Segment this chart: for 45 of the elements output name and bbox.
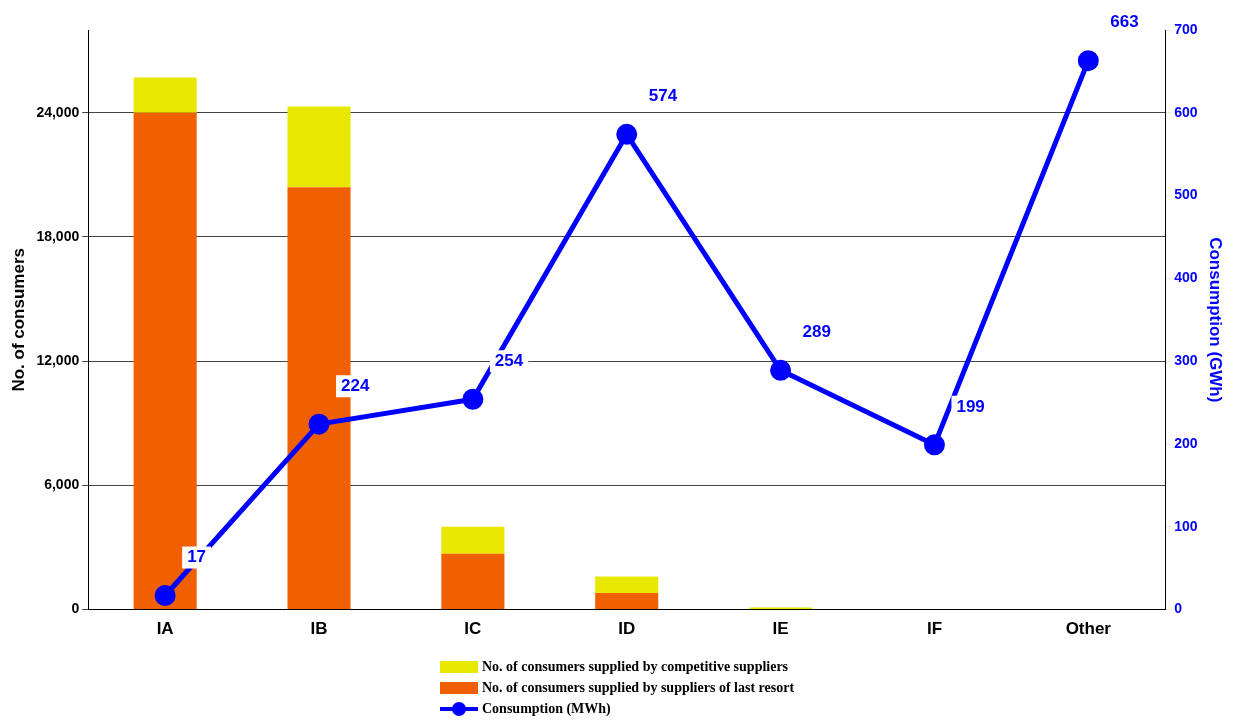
y-tick-label: 24,000 <box>36 103 80 120</box>
point <box>616 123 638 145</box>
y-tick-label: 18,000 <box>36 227 80 244</box>
data-label: 199 <box>956 396 985 416</box>
y-tick-label: 6,000 <box>44 476 80 493</box>
x-tick-label: IE <box>772 619 789 639</box>
data-label: 224 <box>341 375 370 395</box>
bar <box>595 576 659 594</box>
data-label: 574 <box>648 86 678 106</box>
y2-tick-label: 0 <box>1174 600 1183 617</box>
point <box>923 434 945 456</box>
y2-tick-label: 700 <box>1174 20 1198 37</box>
point <box>1077 50 1099 72</box>
y2-tick-label: 300 <box>1174 352 1198 369</box>
data-label: 254 <box>494 350 524 370</box>
legend-label: Consumption (MWh) <box>482 700 611 717</box>
y2-tick-label: 400 <box>1174 269 1198 286</box>
x-tick-label: Other <box>1065 619 1112 639</box>
y2-tick-label: 600 <box>1174 103 1198 120</box>
y2-tick-label: 500 <box>1174 186 1198 203</box>
y2-axis-title: Consumption (GWh) <box>1206 237 1226 403</box>
x-tick-label: ID <box>618 619 636 639</box>
data-label: 17 <box>187 547 207 567</box>
y-axis-title: No. of consumers <box>8 248 28 392</box>
y2-tick-label: 200 <box>1174 434 1198 451</box>
bar <box>441 553 505 610</box>
data-label: 289 <box>802 322 831 341</box>
x-tick-label: IA <box>156 619 174 639</box>
point <box>770 359 792 381</box>
bar <box>133 77 197 113</box>
point <box>462 388 484 410</box>
x-tick-label: IC <box>464 619 482 639</box>
y2-tick-label: 100 <box>1174 517 1198 534</box>
x-tick-label: IF <box>926 619 943 639</box>
bar <box>595 593 659 610</box>
data-label: 663 <box>1110 12 1139 32</box>
x-tick-label: IB <box>310 619 328 639</box>
y-tick-label: 12,000 <box>36 352 80 369</box>
point <box>154 585 176 607</box>
y-tick-label: 0 <box>71 600 80 617</box>
legend-label: No. of consumers supplied by competitive suppliers <box>482 658 789 675</box>
point <box>308 413 330 435</box>
bar <box>287 106 351 188</box>
bar <box>441 526 505 554</box>
legend-label: No. of consumers supplied by suppliers of last resort <box>482 679 795 696</box>
